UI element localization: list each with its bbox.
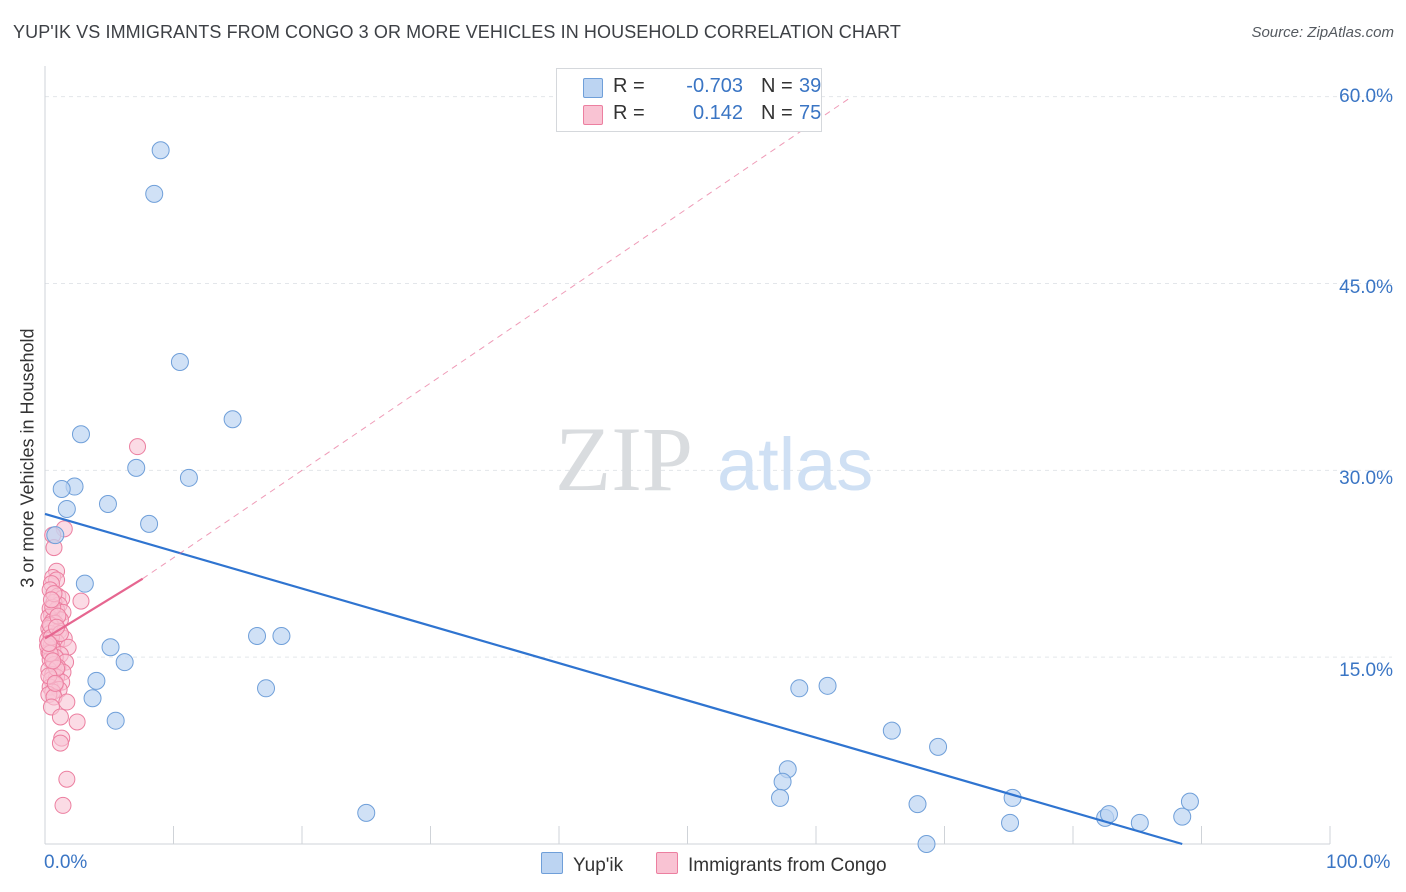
congo-trendline [44, 577, 144, 640]
congo-point [58, 693, 76, 711]
yupik-point [929, 737, 948, 756]
yupik-points [46, 141, 1199, 853]
yupik-point [170, 352, 189, 371]
yupik-point [75, 574, 94, 593]
congo-point [44, 652, 62, 670]
correlation-legend: R = -0.703 N = 39 R = 0.142 N = 75 [556, 68, 822, 132]
chart-title: YUP'IK VS IMMIGRANTS FROM CONGO 3 OR MOR… [13, 22, 901, 42]
x-tick-0: 0.0% [44, 852, 88, 873]
congo-legend-label: Immigrants from Congo [688, 855, 887, 876]
yupik-point [1180, 792, 1199, 811]
yupik-point [771, 788, 790, 807]
legend-r-value: -0.703 [686, 75, 743, 97]
yupik-point [790, 679, 809, 698]
y-tick-45: 45.0% [1339, 277, 1393, 298]
legend-item-yupik: Yup'ik [541, 852, 623, 877]
congo-point [129, 438, 147, 456]
yupik-point [87, 671, 106, 690]
congo-swatch [583, 105, 603, 125]
watermark: ZIP atlas [555, 408, 873, 510]
congo-point [42, 591, 60, 609]
congo-points [39, 438, 147, 814]
yupik-trendline [44, 512, 1183, 846]
yupik-point [52, 480, 71, 499]
yupik-point [1130, 813, 1149, 832]
legend-n-value: 75 [799, 102, 822, 124]
yupik-point [917, 835, 936, 853]
yupik-point [223, 410, 242, 429]
legend-n-value: 39 [799, 75, 822, 97]
congo-point [72, 592, 90, 610]
congo-point [51, 708, 69, 726]
yupik-point [106, 711, 125, 730]
yupik-point [71, 425, 90, 444]
yupik-point [257, 679, 276, 698]
congo-point [68, 713, 86, 731]
yupik-point [127, 458, 146, 477]
yupik-point [179, 468, 198, 487]
yupik-point [773, 772, 792, 791]
y-tick-15: 15.0% [1339, 660, 1393, 681]
trendlines [44, 98, 1183, 846]
yupik-point [115, 653, 134, 672]
yupik-point [1001, 813, 1020, 832]
legend-r-label: R = [613, 102, 645, 124]
yupik-point [151, 141, 170, 160]
y-tick-60: 60.0% [1339, 86, 1393, 107]
yupik-legend-swatch [541, 852, 563, 874]
y-axis-label: 3 or more Vehicles in Household [17, 328, 38, 588]
yupik-point [145, 184, 164, 203]
congo-point [54, 796, 72, 814]
congo-point [58, 770, 76, 788]
congo-legend-swatch [656, 852, 678, 874]
yupik-point [882, 721, 901, 740]
legend-item-congo: Immigrants from Congo [656, 852, 887, 877]
yupik-point [272, 626, 291, 645]
y-tick-30: 30.0% [1339, 468, 1393, 489]
congo-trendline-extension [142, 98, 849, 580]
legend-n-label: N = [761, 75, 793, 97]
watermark-atlas: atlas [717, 423, 873, 506]
yupik-swatch [583, 78, 603, 98]
congo-point [40, 634, 58, 652]
grid-lines [45, 96, 1392, 658]
yupik-point [101, 638, 120, 657]
yupik-legend-label: Yup'ik [573, 855, 624, 876]
legend-n-label: N = [761, 102, 793, 124]
yupik-point [98, 494, 117, 513]
yupik-point [908, 795, 927, 814]
legend-r-value: 0.142 [692, 102, 743, 124]
yupik-point [1173, 807, 1192, 826]
yupik-point [57, 499, 76, 518]
yupik-point [248, 626, 267, 645]
legend-r-label: R = [613, 75, 645, 97]
yupik-point [140, 514, 159, 533]
yupik-point [357, 803, 376, 822]
yupik-point [46, 526, 65, 545]
yupik-point [818, 676, 837, 695]
congo-point [51, 734, 69, 752]
watermark-zip: ZIP [555, 408, 693, 510]
x-tick-100: 100.0% [1326, 852, 1391, 873]
source-label: Source: ZipAtlas.com [1251, 24, 1394, 41]
axes [44, 66, 1331, 845]
congo-point [46, 674, 64, 692]
yupik-point [83, 689, 102, 708]
